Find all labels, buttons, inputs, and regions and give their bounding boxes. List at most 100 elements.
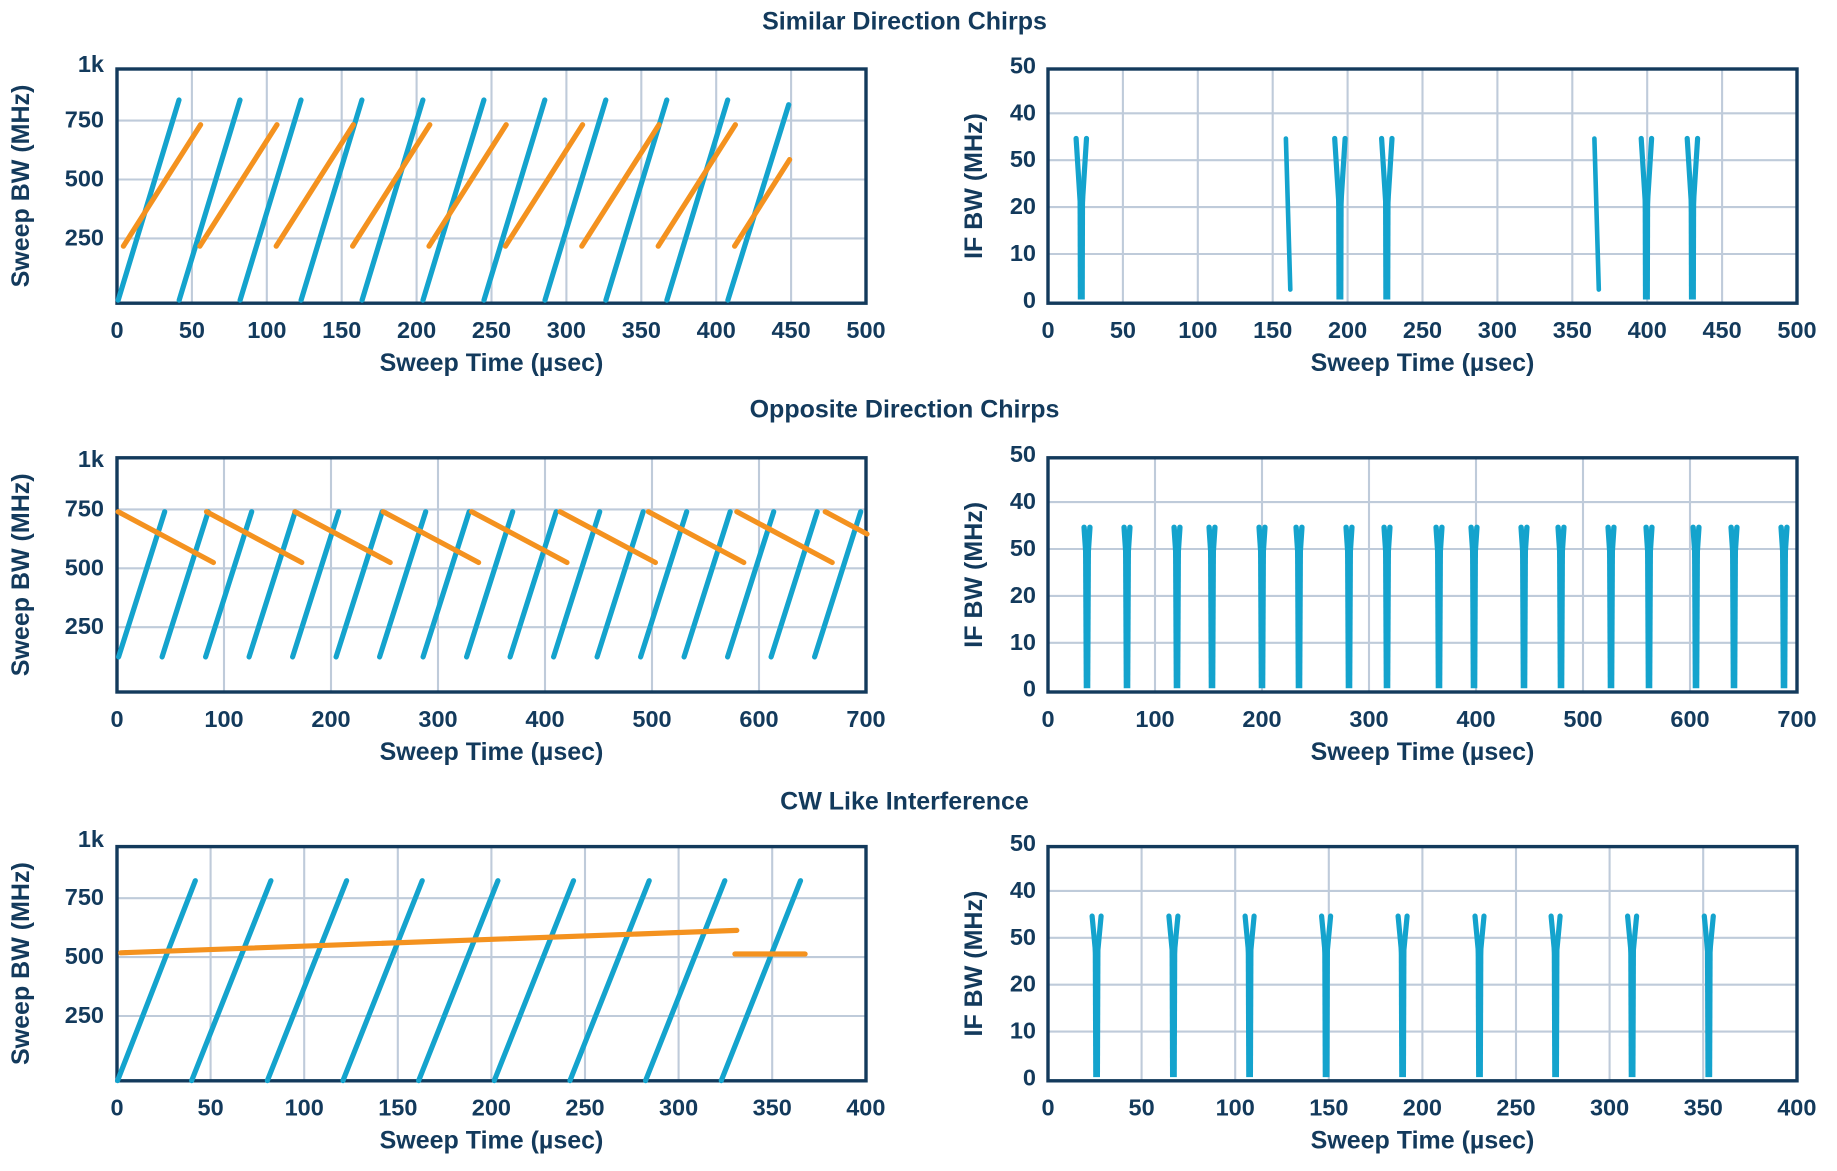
svg-text:700: 700: [846, 706, 885, 732]
svg-text:500: 500: [65, 554, 104, 580]
svg-text:450: 450: [1702, 317, 1741, 343]
svg-text:750: 750: [65, 107, 104, 133]
svg-text:50: 50: [179, 317, 205, 343]
svg-text:IF BW (MHz): IF BW (MHz): [960, 113, 988, 259]
svg-text:400: 400: [1777, 1095, 1816, 1121]
svg-text:0: 0: [110, 706, 123, 732]
svg-text:300: 300: [1590, 1095, 1629, 1121]
svg-text:100: 100: [247, 317, 286, 343]
svg-text:Sweep Time (µsec): Sweep Time (µsec): [1311, 738, 1535, 766]
svg-text:1k: 1k: [78, 826, 105, 852]
svg-text:10: 10: [1010, 1018, 1036, 1044]
svg-text:100: 100: [1178, 317, 1217, 343]
svg-text:350: 350: [622, 317, 661, 343]
svg-text:300: 300: [547, 317, 586, 343]
svg-text:750: 750: [65, 884, 104, 910]
svg-text:50: 50: [1010, 441, 1036, 467]
svg-text:250: 250: [1403, 317, 1442, 343]
svg-text:300: 300: [1478, 317, 1517, 343]
svg-text:300: 300: [659, 1095, 698, 1121]
svg-text:0: 0: [110, 1095, 123, 1121]
svg-text:40: 40: [1010, 877, 1036, 903]
svg-text:0: 0: [1041, 1095, 1054, 1121]
svg-text:600: 600: [1670, 706, 1709, 732]
svg-text:250: 250: [65, 613, 104, 639]
svg-text:Sweep Time (µsec): Sweep Time (µsec): [1311, 349, 1535, 377]
svg-text:20: 20: [1010, 193, 1036, 219]
svg-text:350: 350: [753, 1095, 792, 1121]
svg-text:400: 400: [525, 706, 564, 732]
svg-text:250: 250: [565, 1095, 604, 1121]
svg-text:50: 50: [1010, 830, 1036, 856]
svg-text:750: 750: [65, 495, 104, 521]
svg-text:250: 250: [1496, 1095, 1535, 1121]
svg-text:Sweep BW (MHz): Sweep BW (MHz): [7, 862, 35, 1065]
svg-text:Sweep BW (MHz): Sweep BW (MHz): [7, 473, 35, 676]
svg-text:700: 700: [1777, 706, 1816, 732]
svg-text:150: 150: [322, 317, 361, 343]
svg-text:50: 50: [1129, 1095, 1155, 1121]
svg-text:100: 100: [1216, 1095, 1255, 1121]
svg-text:CW Like Interference: CW Like Interference: [780, 788, 1029, 816]
svg-text:Opposite Direction Chirps: Opposite Direction Chirps: [750, 396, 1060, 424]
svg-text:0: 0: [1023, 287, 1036, 313]
svg-text:50: 50: [1110, 317, 1136, 343]
svg-text:50: 50: [1010, 924, 1036, 950]
svg-text:Sweep Time (µsec): Sweep Time (µsec): [380, 738, 604, 766]
svg-text:150: 150: [1253, 317, 1292, 343]
svg-text:400: 400: [1456, 706, 1495, 732]
svg-text:50: 50: [1010, 535, 1036, 561]
svg-text:500: 500: [1563, 706, 1602, 732]
svg-text:400: 400: [846, 1095, 885, 1121]
svg-text:100: 100: [285, 1095, 324, 1121]
svg-text:40: 40: [1010, 488, 1036, 514]
svg-text:0: 0: [1041, 317, 1054, 343]
svg-text:1k: 1k: [78, 446, 105, 472]
svg-text:200: 200: [397, 317, 436, 343]
svg-text:200: 200: [1328, 317, 1367, 343]
svg-text:IF BW (MHz): IF BW (MHz): [960, 502, 988, 648]
svg-text:20: 20: [1010, 582, 1036, 608]
svg-text:600: 600: [739, 706, 778, 732]
svg-text:50: 50: [1010, 52, 1036, 78]
svg-text:500: 500: [632, 706, 671, 732]
svg-text:Sweep BW (MHz): Sweep BW (MHz): [7, 85, 35, 288]
svg-text:Sweep Time (µsec): Sweep Time (µsec): [1311, 1127, 1535, 1155]
svg-text:Sweep Time (µsec): Sweep Time (µsec): [380, 349, 604, 377]
svg-text:400: 400: [1628, 317, 1667, 343]
svg-text:0: 0: [1023, 1065, 1036, 1091]
svg-text:500: 500: [65, 166, 104, 192]
svg-text:500: 500: [65, 943, 104, 969]
svg-text:200: 200: [1242, 706, 1281, 732]
svg-text:200: 200: [472, 1095, 511, 1121]
svg-text:200: 200: [311, 706, 350, 732]
svg-text:300: 300: [1349, 706, 1388, 732]
svg-text:150: 150: [378, 1095, 417, 1121]
svg-text:450: 450: [771, 317, 810, 343]
svg-text:40: 40: [1010, 99, 1036, 125]
svg-text:250: 250: [65, 224, 104, 250]
svg-text:150: 150: [1309, 1095, 1348, 1121]
svg-text:50: 50: [1010, 146, 1036, 172]
svg-text:10: 10: [1010, 629, 1036, 655]
svg-text:250: 250: [472, 317, 511, 343]
svg-text:300: 300: [418, 706, 457, 732]
svg-text:Similar Direction Chirps: Similar Direction Chirps: [762, 8, 1047, 36]
svg-text:100: 100: [204, 706, 243, 732]
svg-text:350: 350: [1684, 1095, 1723, 1121]
svg-text:10: 10: [1010, 240, 1036, 266]
svg-text:20: 20: [1010, 971, 1036, 997]
svg-text:400: 400: [697, 317, 736, 343]
svg-text:50: 50: [198, 1095, 224, 1121]
svg-text:200: 200: [1403, 1095, 1442, 1121]
svg-text:0: 0: [1041, 706, 1054, 732]
svg-text:100: 100: [1135, 706, 1174, 732]
svg-text:IF BW (MHz): IF BW (MHz): [960, 891, 988, 1037]
svg-text:350: 350: [1553, 317, 1592, 343]
svg-text:250: 250: [65, 1002, 104, 1028]
svg-text:0: 0: [110, 317, 123, 343]
svg-text:Sweep Time (µsec): Sweep Time (µsec): [380, 1127, 604, 1155]
svg-text:1k: 1k: [78, 51, 105, 77]
svg-text:500: 500: [1777, 317, 1816, 343]
svg-text:500: 500: [846, 317, 885, 343]
